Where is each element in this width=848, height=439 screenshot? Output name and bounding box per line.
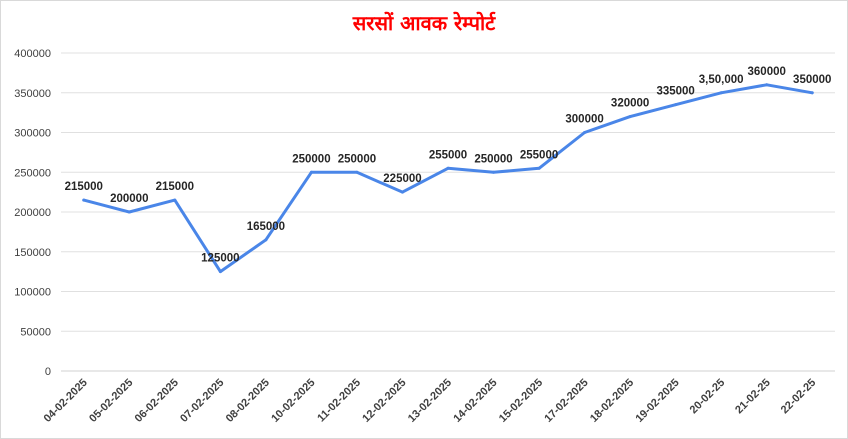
data-point bbox=[309, 170, 313, 174]
x-tick-label: 22-02-25 bbox=[779, 377, 819, 417]
x-tick-label: 21-02-25 bbox=[733, 377, 773, 417]
x-tick-label: 14-02-2025 bbox=[451, 377, 499, 425]
data-label: 300000 bbox=[565, 114, 603, 126]
data-label: 125000 bbox=[201, 253, 239, 265]
x-tick-label: 05-02-2025 bbox=[87, 377, 135, 425]
data-label: 215000 bbox=[65, 181, 103, 193]
data-label: 215000 bbox=[156, 181, 194, 193]
data-point bbox=[218, 270, 222, 274]
y-tick-label: 0 bbox=[45, 366, 51, 378]
data-point bbox=[628, 115, 632, 119]
data-label: 320000 bbox=[611, 98, 649, 110]
data-label: 165000 bbox=[247, 221, 285, 233]
y-tick-label: 50000 bbox=[20, 326, 51, 338]
x-tick-label: 06-02-2025 bbox=[133, 377, 181, 425]
data-label: 200000 bbox=[110, 193, 148, 205]
data-point bbox=[583, 131, 587, 134]
x-tick-label: 20-02-25 bbox=[688, 377, 728, 417]
y-tick-label: 400000 bbox=[14, 48, 51, 60]
data-point bbox=[173, 198, 177, 202]
data-point bbox=[127, 210, 131, 214]
data-point bbox=[264, 238, 268, 242]
data-point bbox=[810, 91, 814, 95]
x-tick-label: 07-02-2025 bbox=[178, 377, 226, 425]
data-point bbox=[765, 83, 769, 87]
data-point bbox=[674, 103, 678, 107]
data-label: 360000 bbox=[748, 66, 786, 78]
data-label: 225000 bbox=[383, 173, 421, 185]
x-tick-label: 13-02-2025 bbox=[406, 377, 454, 425]
x-tick-label: 15-02-2025 bbox=[497, 377, 545, 425]
x-tick-label: 19-02-2025 bbox=[633, 377, 681, 425]
x-tick-label: 08-02-2025 bbox=[224, 377, 272, 425]
data-label: 350000 bbox=[793, 74, 831, 86]
data-point bbox=[355, 170, 359, 174]
data-label: 335000 bbox=[656, 86, 694, 98]
x-tick-label: 10-02-2025 bbox=[269, 377, 317, 425]
x-tick-label: 12-02-2025 bbox=[360, 377, 408, 425]
chart-title: सरसों आवक रेम्पोर्ट bbox=[352, 11, 496, 35]
y-tick-label: 300000 bbox=[14, 128, 51, 140]
y-tick-label: 150000 bbox=[14, 247, 51, 259]
data-point bbox=[492, 170, 496, 174]
data-label: 255000 bbox=[429, 149, 467, 161]
data-point bbox=[537, 166, 541, 170]
data-label: 250000 bbox=[474, 153, 512, 165]
y-tick-label: 350000 bbox=[14, 88, 51, 100]
data-point bbox=[82, 198, 86, 202]
x-tick-label: 11-02-2025 bbox=[315, 377, 363, 425]
series-line bbox=[82, 83, 814, 274]
data-label: 3,50,000 bbox=[699, 74, 744, 86]
y-tick-label: 100000 bbox=[14, 287, 51, 299]
data-point bbox=[400, 190, 404, 194]
data-point bbox=[719, 91, 723, 95]
x-tick-label: 18-02-2025 bbox=[588, 377, 636, 425]
x-tick-label: 17-02-2025 bbox=[542, 377, 590, 425]
data-label: 250000 bbox=[338, 153, 376, 165]
data-label: 250000 bbox=[292, 153, 330, 165]
x-tick-label: 04-02-2025 bbox=[42, 377, 90, 425]
data-label: 255000 bbox=[520, 149, 558, 161]
y-tick-label: 200000 bbox=[14, 207, 51, 219]
y-tick-label: 250000 bbox=[14, 167, 51, 179]
data-point bbox=[446, 166, 450, 170]
